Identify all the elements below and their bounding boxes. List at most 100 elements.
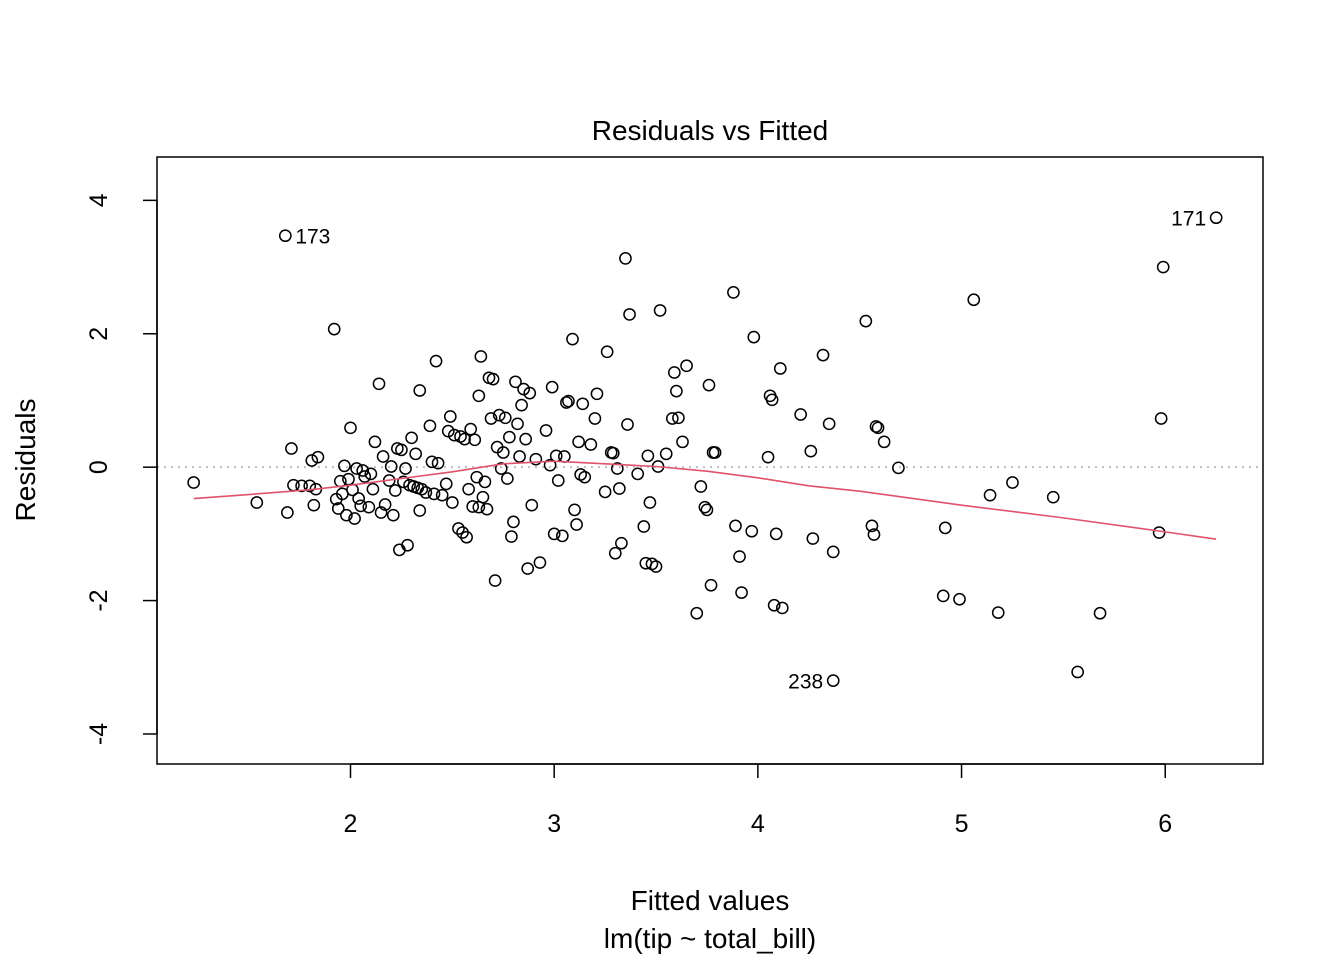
data-point bbox=[374, 506, 388, 519]
data-point bbox=[401, 538, 414, 552]
data-point bbox=[670, 384, 683, 398]
points-layer bbox=[187, 211, 1223, 687]
data-point bbox=[698, 500, 712, 514]
x-axis: 2 3 4 5 6 bbox=[344, 763, 1172, 838]
plot-area: 173 171 238 bbox=[157, 208, 1263, 694]
data-point bbox=[761, 450, 775, 464]
data-point bbox=[568, 503, 581, 517]
data-point bbox=[431, 456, 445, 470]
data-point bbox=[327, 322, 341, 336]
data-point bbox=[936, 589, 950, 603]
data-point bbox=[619, 252, 632, 265]
data-point bbox=[285, 442, 298, 455]
data-point bbox=[281, 506, 294, 519]
data-point bbox=[388, 484, 402, 497]
data-point bbox=[352, 492, 365, 505]
outlier-label-171: 171 bbox=[1171, 208, 1206, 231]
data-point bbox=[1152, 526, 1166, 539]
data-point bbox=[372, 377, 386, 391]
x-tick-label: 4 bbox=[751, 810, 765, 838]
data-point bbox=[435, 488, 449, 502]
data-point bbox=[295, 479, 308, 493]
data-point bbox=[460, 530, 473, 544]
data-point bbox=[547, 527, 561, 541]
data-point bbox=[519, 432, 533, 446]
data-point bbox=[452, 522, 465, 535]
data-point bbox=[340, 508, 353, 522]
data-point bbox=[631, 467, 645, 481]
data-point bbox=[413, 504, 427, 517]
x-tick-label: 2 bbox=[344, 810, 358, 838]
data-point bbox=[606, 446, 620, 460]
data-point bbox=[747, 330, 761, 344]
x-tick-label: 3 bbox=[547, 810, 561, 838]
data-point bbox=[822, 417, 836, 431]
data-point bbox=[523, 386, 537, 400]
x-axis-label: Fitted values bbox=[631, 885, 790, 916]
data-point bbox=[509, 375, 522, 389]
data-point bbox=[680, 359, 693, 373]
data-point bbox=[570, 518, 583, 531]
data-point bbox=[498, 411, 512, 425]
data-point bbox=[395, 443, 408, 457]
data-point bbox=[492, 408, 506, 422]
data-point bbox=[566, 332, 579, 346]
data-point bbox=[476, 490, 490, 504]
point-labels-layer: 173 171 238 bbox=[295, 208, 1206, 694]
data-point bbox=[983, 488, 997, 502]
data-point bbox=[598, 485, 612, 499]
data-point bbox=[615, 536, 628, 550]
data-point bbox=[555, 529, 569, 543]
data-point bbox=[826, 545, 840, 559]
data-point bbox=[521, 562, 535, 575]
data-point bbox=[466, 500, 480, 513]
data-point bbox=[1006, 476, 1019, 489]
chart-title: Residuals vs Fitted bbox=[592, 115, 829, 146]
data-point bbox=[507, 515, 520, 529]
data-point bbox=[700, 503, 714, 517]
data-point bbox=[1154, 412, 1168, 425]
data-point bbox=[806, 532, 820, 545]
data-point bbox=[474, 350, 488, 363]
y-tick-label: 0 bbox=[85, 460, 113, 474]
data-point bbox=[610, 462, 624, 475]
data-point bbox=[419, 486, 433, 499]
data-point bbox=[458, 432, 471, 446]
data-point bbox=[331, 502, 345, 515]
data-point bbox=[348, 512, 361, 525]
model-formula-subtitle: lm(tip ~ total_bill) bbox=[604, 923, 816, 954]
data-point bbox=[545, 380, 559, 394]
y-tick-label: -4 bbox=[85, 723, 113, 745]
data-point bbox=[543, 458, 557, 472]
data-point bbox=[769, 527, 783, 541]
data-point bbox=[641, 449, 655, 463]
data-point bbox=[413, 384, 427, 397]
data-point bbox=[804, 444, 818, 458]
data-point bbox=[187, 476, 201, 489]
data-point bbox=[429, 354, 443, 368]
y-tick-label: -2 bbox=[85, 589, 113, 611]
data-point bbox=[511, 417, 524, 431]
data-point bbox=[704, 578, 718, 592]
data-point bbox=[668, 366, 681, 379]
data-point bbox=[464, 422, 478, 436]
y-tick-label: 2 bbox=[85, 327, 113, 341]
data-point bbox=[859, 314, 873, 328]
data-point bbox=[358, 470, 372, 483]
data-point bbox=[649, 560, 663, 573]
data-point bbox=[551, 474, 565, 487]
data-point bbox=[378, 498, 392, 511]
data-point bbox=[877, 435, 891, 449]
data-point bbox=[735, 586, 748, 599]
data-point bbox=[608, 546, 622, 560]
data-point bbox=[826, 674, 840, 687]
data-point bbox=[342, 472, 355, 486]
data-point bbox=[600, 345, 614, 359]
data-point bbox=[558, 450, 571, 463]
data-point bbox=[503, 430, 516, 444]
data-point bbox=[529, 452, 543, 466]
data-point bbox=[729, 519, 742, 533]
data-point bbox=[590, 387, 604, 401]
data-point bbox=[478, 475, 492, 489]
